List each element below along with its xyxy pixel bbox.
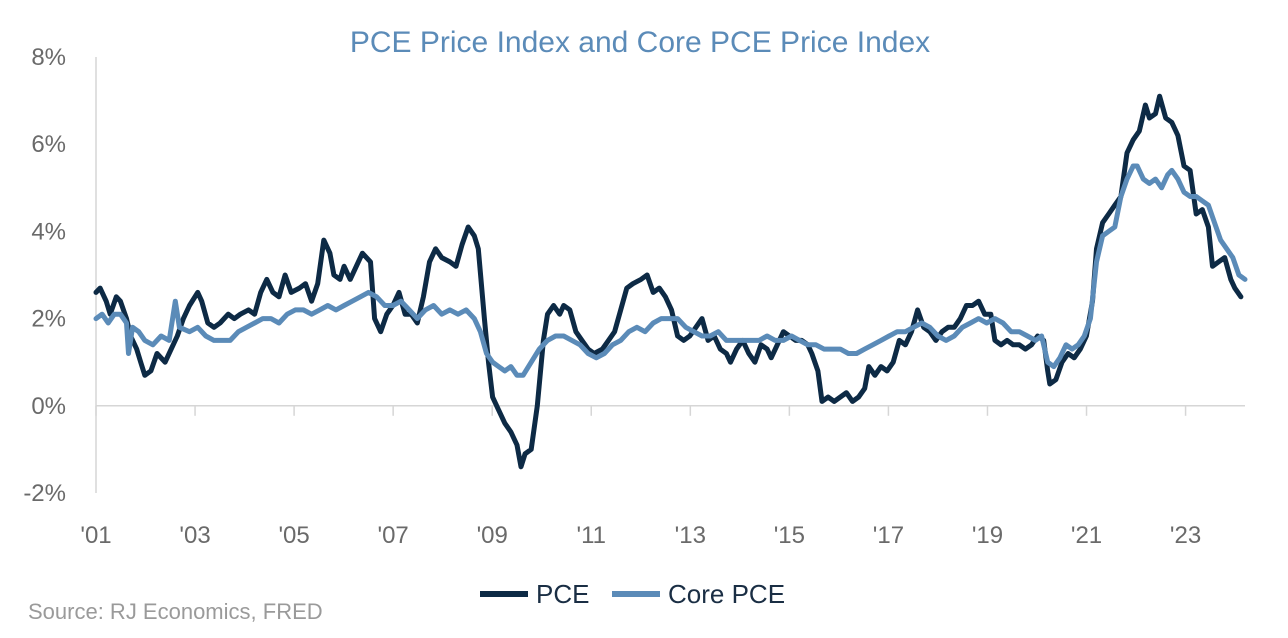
legend-label-pce: PCE [536,579,589,609]
series-line-core-pce [93,163,1248,378]
series-lines [93,93,1248,470]
x-tick-label: '01 [80,522,111,549]
x-tick-label: '23 [1170,522,1201,549]
axes [95,57,1245,493]
legend-label-core-pce: Core PCE [668,579,785,609]
x-tick-label: '21 [1071,522,1102,549]
x-tick-label: '13 [675,522,706,549]
x-tick-label: '03 [179,522,210,549]
x-tick-label: '07 [378,522,409,549]
x-tick-label: '17 [873,522,904,549]
y-tick-label: 0% [31,393,66,420]
y-tick-label: 4% [31,218,66,245]
y-axis-ticks: 8% 6% 4% 2% 0% -2% [23,44,66,507]
source-note: Source: RJ Economics, FRED [28,599,323,624]
legend: PCE Core PCE [480,579,785,609]
x-axis-ticks: '01 '03 '05 '07 '09 '11 '13 '15 '17 '19 '21 '23 [80,405,1201,549]
y-tick-label: 8% [31,44,66,71]
y-tick-label: 6% [31,131,66,158]
y-tick-label: -2% [23,480,66,507]
chart-title: PCE Price Index and Core PCE Price Index [350,26,930,59]
x-tick-label: '15 [774,522,805,549]
y-tick-label: 2% [31,306,66,333]
x-tick-label: '19 [972,522,1003,549]
x-tick-label: '09 [477,522,508,549]
series-line-pce [93,93,1244,470]
x-tick-label: '11 [577,522,607,549]
x-tick-label: '05 [278,522,309,549]
